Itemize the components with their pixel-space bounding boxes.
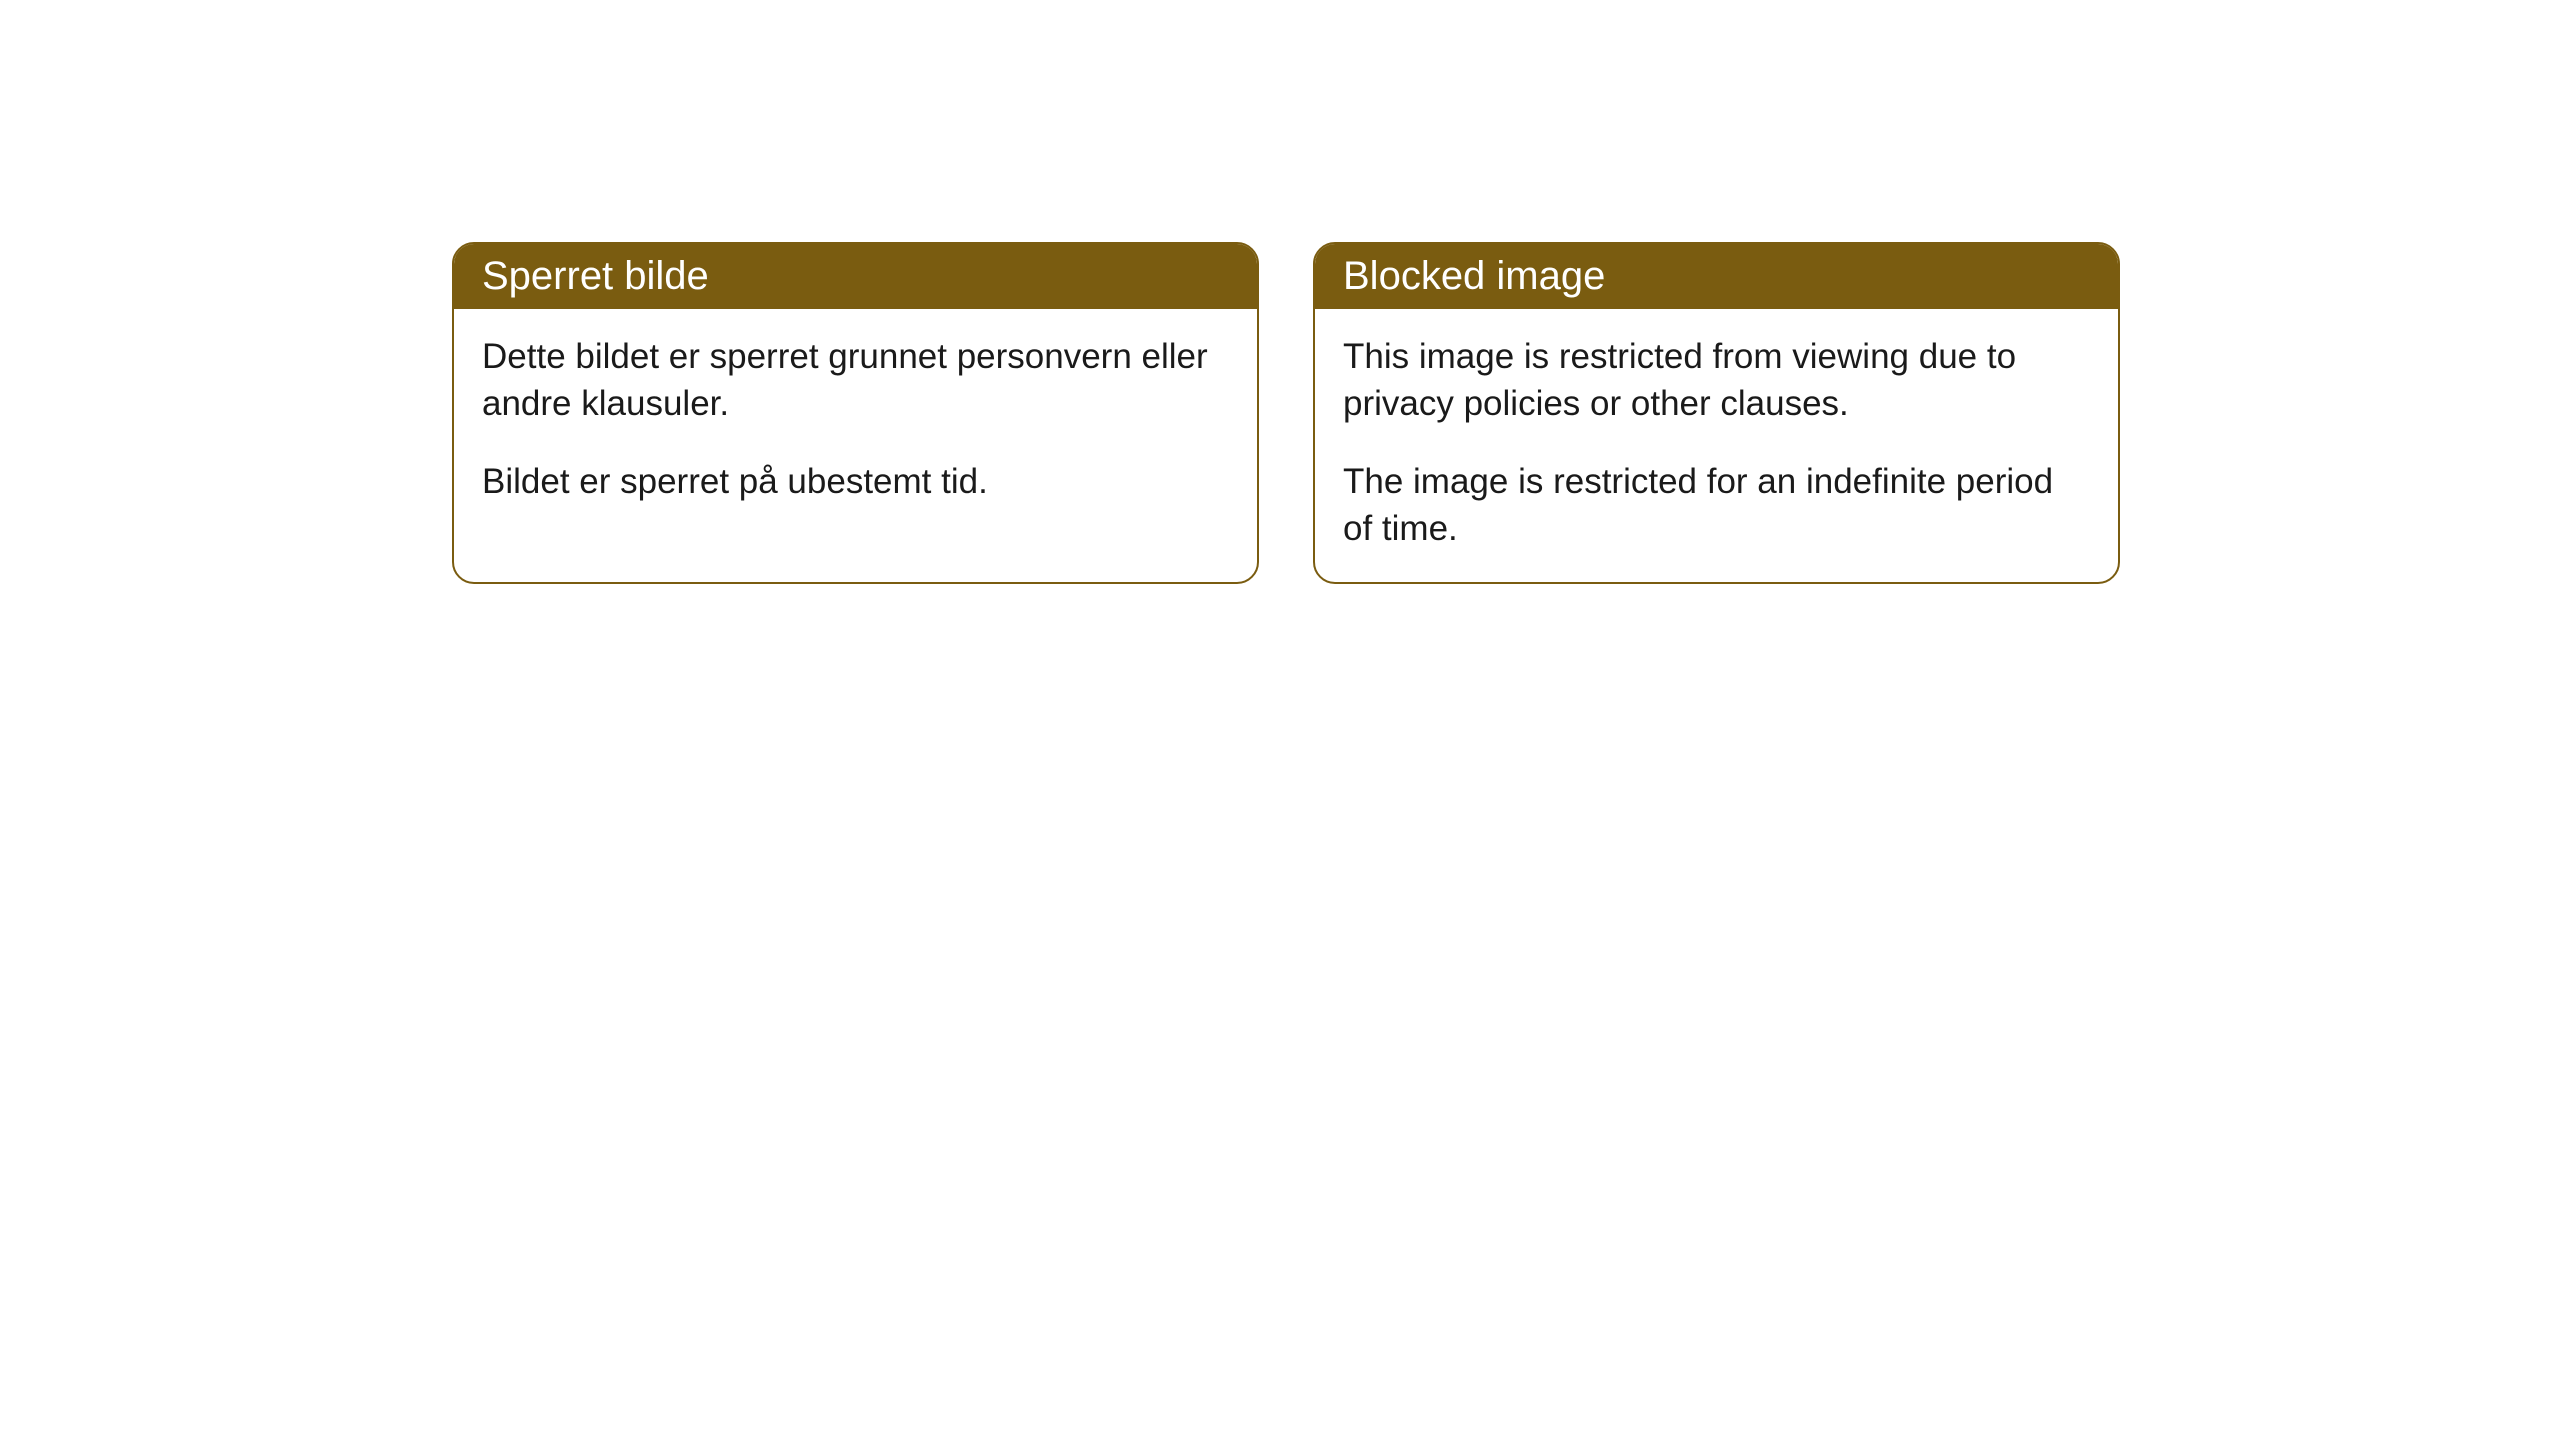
card-title: Sperret bilde xyxy=(482,254,709,298)
card-paragraph: This image is restricted from viewing du… xyxy=(1343,333,2090,428)
blocked-image-card-english: Blocked image This image is restricted f… xyxy=(1313,242,2120,584)
card-header: Blocked image xyxy=(1315,244,2118,309)
blocked-image-card-norwegian: Sperret bilde Dette bildet er sperret gr… xyxy=(452,242,1259,584)
card-paragraph: The image is restricted for an indefinit… xyxy=(1343,458,2090,553)
card-header: Sperret bilde xyxy=(454,244,1257,309)
card-body: This image is restricted from viewing du… xyxy=(1315,309,2118,582)
card-paragraph: Dette bildet er sperret grunnet personve… xyxy=(482,333,1229,428)
card-title: Blocked image xyxy=(1343,254,1605,298)
card-body: Dette bildet er sperret grunnet personve… xyxy=(454,309,1257,535)
card-paragraph: Bildet er sperret på ubestemt tid. xyxy=(482,458,1229,505)
cards-container: Sperret bilde Dette bildet er sperret gr… xyxy=(452,242,2120,584)
